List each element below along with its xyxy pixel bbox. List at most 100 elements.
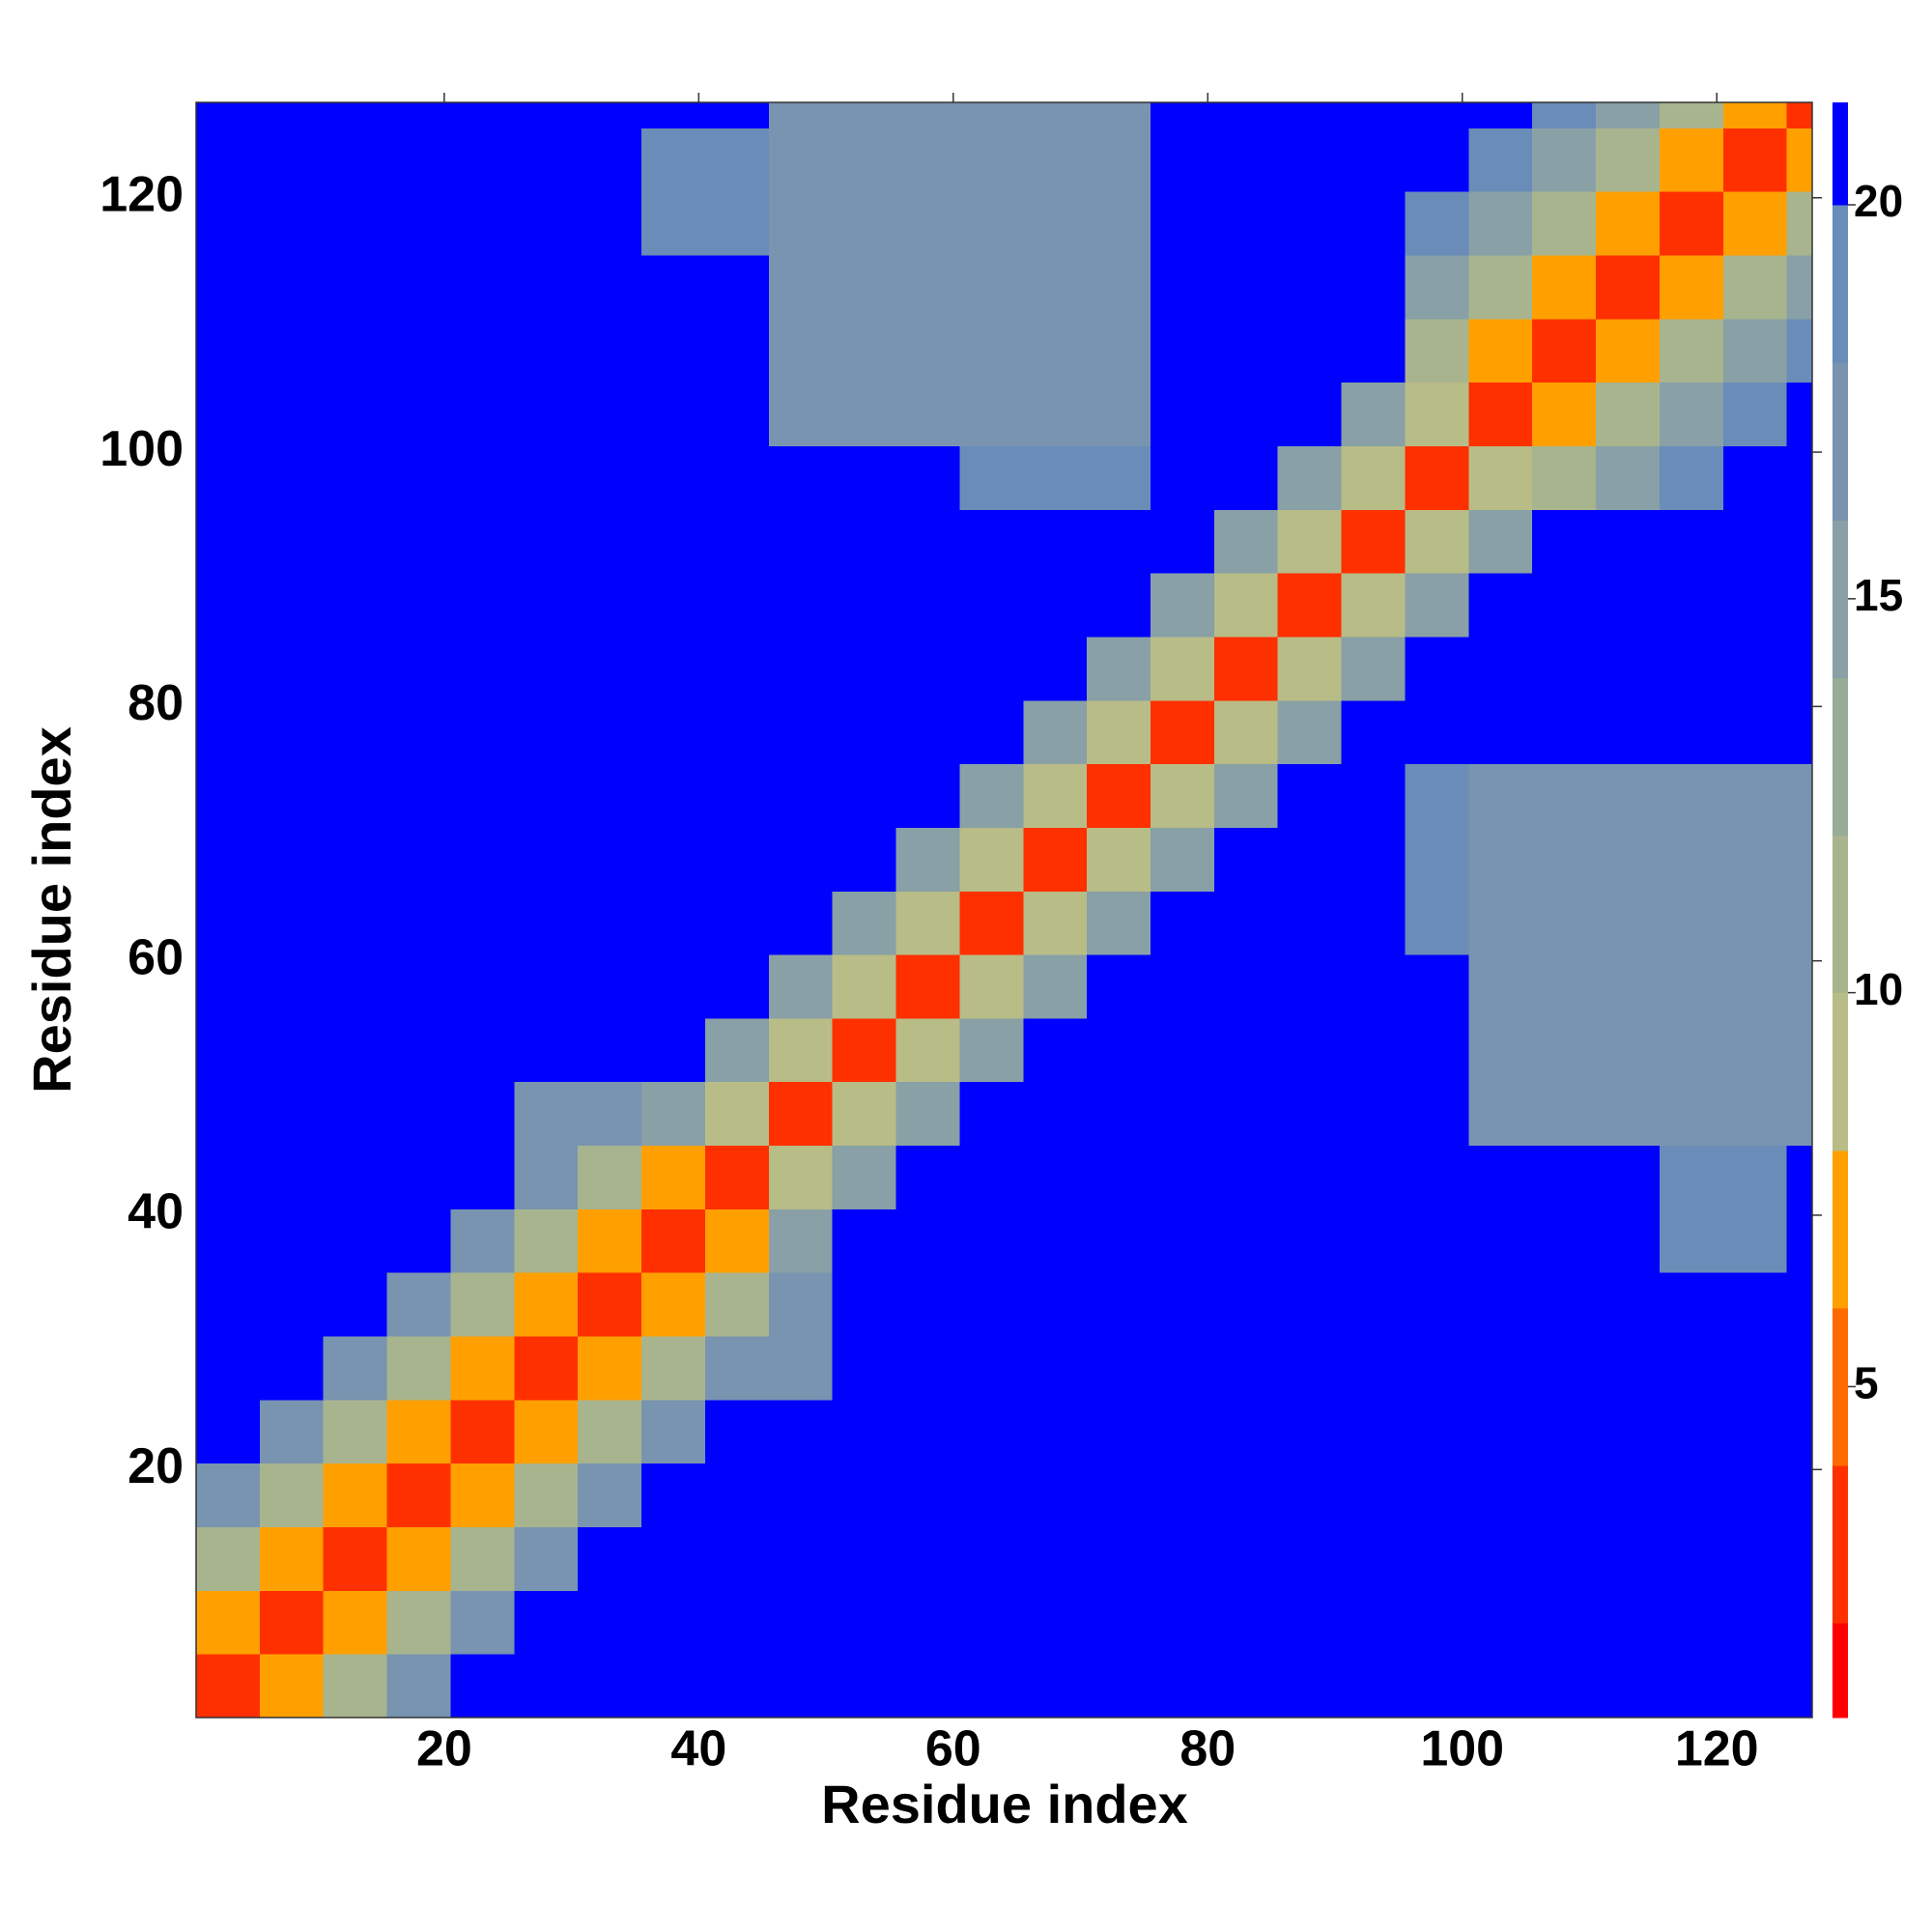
cell — [1213, 1654, 1279, 1719]
cell — [1722, 1654, 1788, 1719]
cell — [1341, 1208, 1406, 1273]
cell — [514, 1208, 579, 1273]
cell — [386, 1399, 451, 1464]
cell — [1150, 1399, 1215, 1464]
cell — [1087, 1526, 1151, 1591]
cell — [1596, 1081, 1661, 1147]
cell — [1213, 699, 1279, 765]
cell — [959, 318, 1024, 384]
cell — [704, 891, 770, 955]
cell — [768, 1590, 834, 1655]
cell — [832, 102, 897, 128]
cell — [1659, 1272, 1724, 1337]
colorbar-band — [1833, 1623, 1848, 1719]
cell — [895, 1399, 960, 1464]
cell — [386, 191, 451, 256]
cell — [1659, 128, 1724, 192]
cell — [1277, 1590, 1343, 1655]
cell — [450, 1145, 515, 1209]
y-tick-label: 60 — [128, 929, 184, 985]
cell — [259, 102, 325, 128]
cell — [578, 1017, 642, 1083]
cell — [832, 445, 897, 510]
cell — [768, 1654, 834, 1719]
cell — [1532, 954, 1597, 1019]
cell — [450, 573, 515, 638]
cell — [323, 1654, 388, 1719]
cell — [1023, 1336, 1088, 1401]
cell — [1277, 1145, 1343, 1209]
cell — [386, 1463, 451, 1528]
cell — [1341, 891, 1406, 955]
cell — [641, 1654, 706, 1719]
cell — [1341, 509, 1406, 574]
cell — [514, 636, 579, 701]
cell — [1277, 891, 1343, 955]
cell — [1786, 954, 1813, 1019]
cell — [1405, 1081, 1469, 1147]
cell — [1468, 318, 1533, 384]
cell — [196, 1145, 261, 1209]
cell — [1341, 191, 1406, 256]
cell — [1150, 1526, 1215, 1591]
cell — [1786, 636, 1813, 701]
cell — [1150, 509, 1215, 574]
cell — [1341, 827, 1406, 892]
cell — [196, 1017, 261, 1083]
cell — [259, 1272, 325, 1337]
cell — [1150, 1208, 1215, 1273]
x-tick-label: 80 — [1179, 1721, 1236, 1777]
cell — [895, 891, 960, 955]
cell — [768, 128, 834, 192]
x-tick-label: 120 — [1675, 1721, 1759, 1777]
cell — [641, 128, 706, 192]
cell — [895, 1272, 960, 1337]
cell — [1596, 1208, 1661, 1273]
cell — [323, 1463, 388, 1528]
cell — [1087, 1654, 1151, 1719]
cell — [641, 1336, 706, 1401]
cell — [1659, 1654, 1724, 1719]
cell — [959, 827, 1024, 892]
cell — [768, 1399, 834, 1464]
cell — [196, 318, 261, 384]
cell — [1405, 763, 1469, 828]
cell — [514, 102, 579, 128]
cell — [959, 1272, 1024, 1337]
cell — [832, 827, 897, 892]
cell — [196, 102, 261, 128]
cell — [1150, 318, 1215, 384]
cell — [450, 1654, 515, 1719]
cell — [1405, 102, 1469, 128]
cell — [1087, 1081, 1151, 1147]
cell — [1532, 1399, 1597, 1464]
cell — [1277, 1654, 1343, 1719]
cell — [323, 1017, 388, 1083]
cell — [959, 1526, 1024, 1591]
cell — [259, 699, 325, 765]
cell — [196, 1463, 261, 1528]
cell — [959, 636, 1024, 701]
cell — [1213, 318, 1279, 384]
cell — [1659, 827, 1724, 892]
cell — [1596, 1017, 1661, 1083]
cell — [323, 1272, 388, 1337]
cell — [1405, 1590, 1469, 1655]
cell — [768, 1145, 834, 1209]
cell — [1659, 318, 1724, 384]
cell — [1659, 1526, 1724, 1591]
cell — [1722, 763, 1788, 828]
cell — [1087, 1145, 1151, 1209]
cell — [641, 763, 706, 828]
cell — [323, 763, 388, 828]
cell — [1532, 445, 1597, 510]
cell — [641, 445, 706, 510]
cell — [832, 699, 897, 765]
cell — [1786, 891, 1813, 955]
cell — [1532, 128, 1597, 192]
cell — [959, 763, 1024, 828]
cell — [1596, 1272, 1661, 1337]
cell — [1405, 636, 1469, 701]
cell — [1341, 128, 1406, 192]
cell — [1722, 1272, 1788, 1337]
